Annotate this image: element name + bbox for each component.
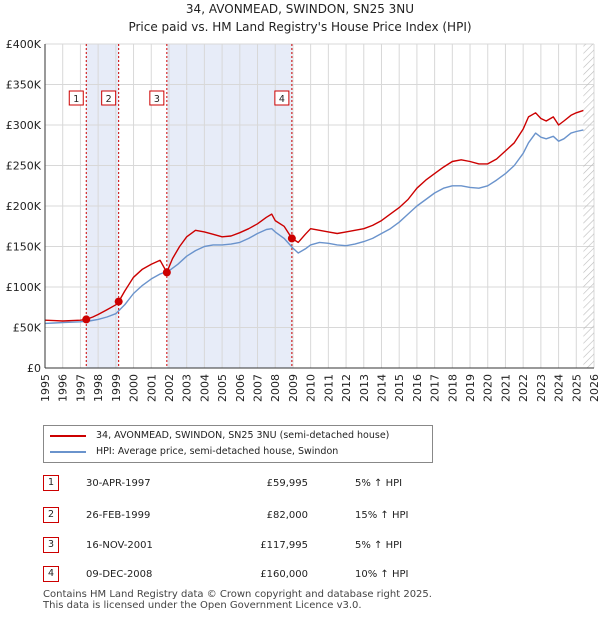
x-tick-label: 2026 — [588, 374, 600, 402]
x-tick-label: 2001 — [145, 374, 158, 402]
transaction-hpi: 5% ↑ HPI — [355, 540, 403, 551]
transaction-number: 1 — [43, 475, 59, 491]
y-tick-label: £150K — [6, 241, 42, 254]
x-tick-label: 1997 — [74, 374, 87, 402]
sale-number-label: 4 — [279, 94, 285, 105]
x-tick-label: 2005 — [216, 374, 229, 402]
transaction-row: 2 26-FEB-1999 £82,000 15% ↑ HPI — [43, 507, 443, 525]
sale-number-label: 2 — [106, 94, 112, 105]
legend-item-hpi: HPI: Average price, semi-detached house,… — [50, 444, 338, 460]
forecast-hatch — [583, 44, 594, 368]
y-tick-label: £300K — [6, 119, 42, 132]
y-tick-label: £100K — [6, 281, 42, 294]
y-tick-label: £50K — [13, 322, 42, 335]
x-tick-label: 2009 — [287, 374, 300, 402]
x-tick-label: 2023 — [535, 374, 548, 402]
x-tick-label: 2003 — [181, 374, 194, 402]
footer-licence: This data is licensed under the Open Gov… — [43, 600, 362, 611]
legend-label-hpi: HPI: Average price, semi-detached house,… — [96, 446, 339, 457]
sale-point — [287, 234, 296, 243]
x-tick-label: 2000 — [128, 374, 141, 402]
transaction-hpi: 5% ↑ HPI — [355, 478, 403, 489]
footer-attribution: Contains HM Land Registry data © Crown c… — [43, 589, 432, 611]
x-tick-label: 2017 — [429, 374, 442, 402]
x-tick-label: 2024 — [553, 374, 566, 402]
transaction-price: £82,000 — [266, 510, 308, 521]
footer-copyright: Contains HM Land Registry data © Crown c… — [43, 589, 432, 600]
y-tick-label: £400K — [6, 38, 42, 51]
x-tick-label: 1996 — [57, 374, 70, 402]
x-tick-label: 2015 — [393, 374, 406, 402]
x-tick-label: 2007 — [252, 374, 265, 402]
transaction-number: 2 — [43, 507, 59, 523]
sale-number-label: 3 — [154, 94, 160, 105]
x-tick-label: 2016 — [411, 374, 424, 402]
transaction-date: 30-APR-1997 — [86, 478, 151, 489]
price-chart: 1 2 3 4 £0 £50K £100K £150K £200K £250K £300K £350… — [6, 38, 600, 402]
sale-point — [162, 268, 171, 277]
y-tick-label: £250K — [6, 160, 42, 173]
transaction-number: 4 — [43, 566, 59, 582]
x-tick-label: 2004 — [198, 374, 211, 402]
transaction-date: 16-NOV-2001 — [86, 540, 153, 551]
x-tick-label: 2002 — [163, 374, 176, 402]
legend-label-property: 34, AVONMEAD, SWINDON, SN25 3NU (semi-de… — [96, 430, 390, 441]
x-tick-label: 2019 — [464, 374, 477, 402]
legend-swatch-property — [50, 434, 86, 437]
property-price-line — [44, 109, 584, 322]
x-tick-label: 2025 — [570, 374, 583, 402]
x-tick-label: 2021 — [499, 374, 512, 402]
x-tick-label: 2006 — [234, 374, 247, 402]
sale-number-box — [149, 90, 165, 106]
transaction-hpi: 15% ↑ HPI — [355, 510, 409, 521]
sale-point — [82, 315, 91, 324]
sale-number-box — [101, 90, 117, 106]
legend-item-property: 34, AVONMEAD, SWINDON, SN25 3NU (semi-de… — [50, 428, 389, 444]
transaction-row: 3 16-NOV-2001 £117,995 5% ↑ HPI — [43, 537, 443, 555]
sale-point — [114, 297, 123, 306]
y-tick-label: £0 — [27, 362, 41, 375]
chart-title: 34, AVONMEAD, SWINDON, SN25 3NU — [185, 2, 415, 16]
x-tick-label: 2020 — [482, 374, 495, 402]
transaction-date: 26-FEB-1999 — [86, 510, 151, 521]
x-tick-label: 2010 — [305, 374, 318, 402]
x-tick-label: 2013 — [358, 374, 371, 402]
transaction-date: 09-DEC-2008 — [86, 569, 153, 580]
transaction-hpi: 10% ↑ HPI — [355, 569, 409, 580]
x-tick-label: 2022 — [517, 374, 530, 402]
x-tick-label: 2018 — [446, 374, 459, 402]
chart-legend: 34, AVONMEAD, SWINDON, SN25 3NU (semi-de… — [43, 425, 433, 463]
sale-number-box — [274, 90, 290, 106]
transaction-price: £59,995 — [266, 478, 308, 489]
transaction-row: 4 09-DEC-2008 £160,000 10% ↑ HPI — [43, 566, 443, 584]
transaction-price: £117,995 — [260, 540, 308, 551]
x-tick-label: 2012 — [340, 374, 353, 402]
sale-number-box — [68, 90, 84, 106]
x-tick-label: 2008 — [269, 374, 282, 402]
transaction-number: 3 — [43, 537, 59, 553]
x-tick-label: 2011 — [322, 374, 335, 402]
y-tick-label: £200K — [6, 200, 42, 213]
hpi-line — [44, 129, 584, 325]
transaction-price: £160,000 — [260, 569, 308, 580]
x-tick-label: 2014 — [375, 374, 388, 402]
x-tick-label: 1995 — [39, 374, 52, 402]
y-tick-label: £350K — [6, 79, 42, 92]
x-tick-label: 1998 — [92, 374, 105, 402]
sale-number-label: 1 — [73, 94, 79, 105]
legend-swatch-hpi — [50, 450, 86, 453]
x-tick-label: 1999 — [110, 374, 123, 402]
transaction-row: 1 30-APR-1997 £59,995 5% ↑ HPI — [43, 475, 443, 493]
chart-subtitle: Price paid vs. HM Land Registry's House … — [128, 20, 472, 34]
